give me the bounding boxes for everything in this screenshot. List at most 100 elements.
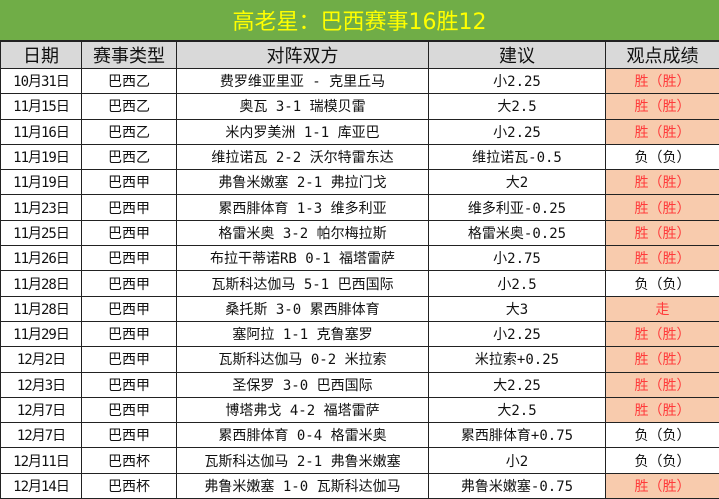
result-cell: 负（负） (605, 447, 719, 474)
table-row: 12月2日 巴西甲 瓦斯科达伽马 0-2 米拉索 米拉索+0.25 胜（胜） (0, 346, 719, 373)
date-cell: 11月19日 (0, 143, 82, 171)
result-cell: 走 (605, 295, 719, 322)
result-cell: 胜（胜） (605, 245, 719, 272)
result-cell: 负（负） (605, 270, 719, 297)
league-cell: 巴西甲 (81, 320, 177, 348)
date-cell: 12月7日 (0, 396, 82, 424)
date-cell: 11月23日 (0, 194, 82, 221)
table-row: 11月28日 巴西甲 瓦斯科达伽马 5-1 巴西国际 小2.5 负（负） (0, 270, 719, 297)
match-cell: 桑托斯 3-0 累西腓体育 (176, 295, 429, 322)
match-cell: 瓦斯科达伽马 5-1 巴西国际 (176, 270, 429, 297)
league-cell: 巴西甲 (81, 371, 177, 398)
date-cell: 11月29日 (0, 320, 82, 348)
table-row: 10月31日 巴西乙 费罗维亚里亚 - 克里丘马 小2.25 胜（胜） (0, 67, 719, 95)
tip-cell: 大2.25 (428, 371, 606, 398)
league-cell: 巴西甲 (81, 270, 177, 297)
table-row: 11月26日 巴西甲 布拉干蒂诺RB 0-1 福塔雷萨 小2.75 胜（胜） (0, 245, 719, 272)
table-row: 12月11日 巴西杯 瓦斯科达伽马 2-1 弗鲁米嫩塞 小2 负（负） (0, 447, 719, 474)
result-cell: 负（负） (605, 143, 719, 171)
table-row: 11月29日 巴西甲 塞阿拉 1-1 克鲁塞罗 小2.25 胜（胜） (0, 320, 719, 348)
tip-cell: 米拉索+0.25 (428, 346, 606, 373)
match-cell: 奥瓦 3-1 瑞模贝雷 (176, 93, 429, 120)
match-cell: 瓦斯科达伽马 0-2 米拉索 (176, 346, 429, 373)
league-cell: 巴西甲 (81, 346, 177, 373)
match-cell: 米内罗美洲 1-1 库亚巴 (176, 118, 429, 145)
table-row: 11月28日 巴西甲 桑托斯 3-0 累西腓体育 大3 走 (0, 295, 719, 322)
table-row: 11月19日 巴西甲 弗鲁米嫩塞 2-1 弗拉门戈 大2 胜（胜） (0, 169, 719, 196)
match-cell: 塞阿拉 1-1 克鲁塞罗 (176, 320, 429, 348)
date-cell: 12月7日 (0, 422, 82, 449)
table-row: 11月15日 巴西乙 奥瓦 3-1 瑞模贝雷 大2.5 胜（胜） (0, 93, 719, 120)
league-cell: 巴西甲 (81, 194, 177, 221)
league-cell: 巴西乙 (81, 67, 177, 95)
result-cell: 胜（胜） (605, 93, 719, 120)
result-cell: 负（负） (605, 422, 719, 449)
league-cell: 巴西乙 (81, 93, 177, 120)
tip-cell: 小2.25 (428, 67, 606, 95)
header-match: 对阵双方 (176, 41, 429, 69)
tip-cell: 格雷米奥-0.25 (428, 219, 606, 247)
league-cell: 巴西甲 (81, 169, 177, 196)
header-date: 日期 (0, 41, 82, 69)
result-cell: 胜（胜） (605, 219, 719, 247)
tip-cell: 小2.5 (428, 270, 606, 297)
date-cell: 11月26日 (0, 245, 82, 272)
match-cell: 弗鲁米嫩塞 2-1 弗拉门戈 (176, 169, 429, 196)
league-cell: 巴西乙 (81, 143, 177, 171)
match-cell: 累西腓体育 0-4 格雷米奥 (176, 422, 429, 449)
match-cell: 格雷米奥 3-2 帕尔梅拉斯 (176, 219, 429, 247)
league-cell: 巴西甲 (81, 422, 177, 449)
league-cell: 巴西甲 (81, 396, 177, 424)
match-cell: 费罗维亚里亚 - 克里丘马 (176, 67, 429, 95)
match-cell: 博塔弗戈 4-2 福塔雷萨 (176, 396, 429, 424)
tip-cell: 大2.5 (428, 93, 606, 120)
result-cell: 胜（胜） (605, 169, 719, 196)
tip-cell: 小2.75 (428, 245, 606, 272)
date-cell: 12月3日 (0, 371, 82, 398)
tip-cell: 维拉诺瓦-0.5 (428, 143, 606, 171)
tip-cell: 小2.25 (428, 320, 606, 348)
date-cell: 10月31日 (0, 67, 82, 95)
date-cell: 12月2日 (0, 346, 82, 373)
date-cell: 12月14日 (0, 472, 82, 499)
tip-cell: 大2.5 (428, 396, 606, 424)
table-row: 12月7日 巴西甲 博塔弗戈 4-2 福塔雷萨 大2.5 胜（胜） (0, 396, 719, 424)
table-row: 11月25日 巴西甲 格雷米奥 3-2 帕尔梅拉斯 格雷米奥-0.25 胜（胜） (0, 219, 719, 247)
result-cell: 胜（胜） (605, 346, 719, 373)
tip-cell: 维多利亚-0.25 (428, 194, 606, 221)
date-cell: 11月25日 (0, 219, 82, 247)
tip-cell: 弗鲁米嫩塞-0.75 (428, 472, 606, 499)
date-cell: 11月16日 (0, 118, 82, 145)
tip-cell: 大3 (428, 295, 606, 322)
table-row: 12月14日 巴西杯 弗鲁米嫩塞 1-0 瓦斯科达伽马 弗鲁米嫩塞-0.75 胜（胜） (0, 472, 719, 499)
match-cell: 累西腓体育 1-3 维多利亚 (176, 194, 429, 221)
result-cell: 胜（胜） (605, 194, 719, 221)
header-league: 赛事类型 (81, 41, 177, 69)
league-cell: 巴西甲 (81, 245, 177, 272)
date-cell: 11月15日 (0, 93, 82, 120)
header-result: 观点成绩 (605, 41, 719, 69)
result-cell: 胜（胜） (605, 118, 719, 145)
page-title: 高老星：巴西赛事16胜12 (0, 0, 719, 41)
result-cell: 胜（胜） (605, 320, 719, 348)
result-cell: 胜（胜） (605, 67, 719, 95)
date-cell: 11月19日 (0, 169, 82, 196)
tip-cell: 累西腓体育+0.75 (428, 422, 606, 449)
table-row: 12月7日 巴西甲 累西腓体育 0-4 格雷米奥 累西腓体育+0.75 负（负） (0, 422, 719, 449)
league-cell: 巴西杯 (81, 447, 177, 474)
tip-cell: 小2 (428, 447, 606, 474)
results-table: 日期 赛事类型 对阵双方 建议 观点成绩 10月31日 巴西乙 费罗维亚里亚 - 克… (0, 41, 719, 499)
header-row: 日期 赛事类型 对阵双方 建议 观点成绩 (0, 41, 719, 69)
match-cell: 布拉干蒂诺RB 0-1 福塔雷萨 (176, 245, 429, 272)
match-cell: 圣保罗 3-0 巴西国际 (176, 371, 429, 398)
league-cell: 巴西甲 (81, 295, 177, 322)
date-cell: 11月28日 (0, 295, 82, 322)
result-cell: 胜（胜） (605, 472, 719, 499)
table-row: 12月3日 巴西甲 圣保罗 3-0 巴西国际 大2.25 胜（胜） (0, 371, 719, 398)
table-row: 11月23日 巴西甲 累西腓体育 1-3 维多利亚 维多利亚-0.25 胜（胜） (0, 194, 719, 221)
result-cell: 胜（胜） (605, 396, 719, 424)
match-cell: 弗鲁米嫩塞 1-0 瓦斯科达伽马 (176, 472, 429, 499)
match-cell: 瓦斯科达伽马 2-1 弗鲁米嫩塞 (176, 447, 429, 474)
date-cell: 12月11日 (0, 447, 82, 474)
date-cell: 11月28日 (0, 270, 82, 297)
